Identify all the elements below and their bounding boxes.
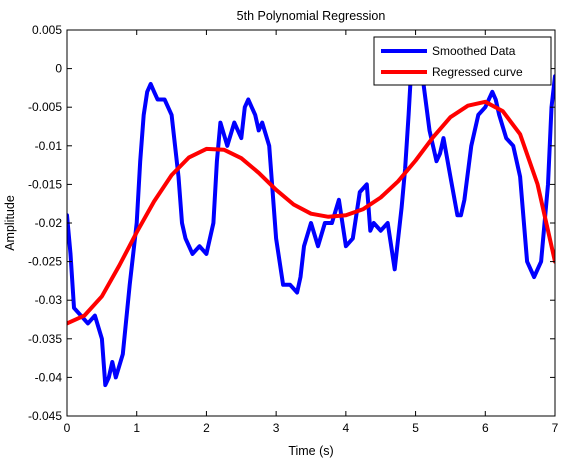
y-tick-label: 0.005 bbox=[32, 23, 62, 37]
x-tick-label: 5 bbox=[412, 421, 419, 435]
y-tick-label: -0.01 bbox=[35, 139, 63, 153]
y-tick-label: -0.015 bbox=[28, 177, 62, 191]
x-tick-label: 4 bbox=[343, 421, 350, 435]
x-tick-label: 6 bbox=[482, 421, 489, 435]
y-tick-label: -0.045 bbox=[28, 409, 62, 423]
chart-title: 5th Polynomial Regression bbox=[237, 9, 386, 23]
x-tick-label: 3 bbox=[273, 421, 280, 435]
plot-area bbox=[67, 51, 555, 388]
x-tick-label: 7 bbox=[552, 421, 559, 435]
y-tick-label: -0.035 bbox=[28, 332, 62, 346]
y-tick-label: -0.025 bbox=[28, 255, 62, 269]
x-tick-label: 2 bbox=[203, 421, 210, 435]
axes: 0 1 2 3 4 5 6 7 0.005 0 -0.005 -0.01 -0.015 -0.02 -0.0… bbox=[28, 23, 559, 435]
series-line-smoothed-data bbox=[67, 51, 555, 388]
x-axis-label: Time (s) bbox=[288, 444, 333, 458]
x-tick-label: 0 bbox=[64, 421, 71, 435]
y-tick-label: -0.03 bbox=[35, 293, 63, 307]
legend-label-regressed-curve: Regressed curve bbox=[432, 65, 523, 79]
y-tick-label: -0.005 bbox=[28, 100, 62, 114]
y-tick-label: -0.04 bbox=[35, 370, 63, 384]
x-tick-label: 1 bbox=[133, 421, 140, 435]
y-tick-label: -0.02 bbox=[35, 216, 63, 230]
series-line-regressed-curve bbox=[67, 99, 555, 326]
y-tick-label: 0 bbox=[55, 62, 62, 76]
legend: Smoothed Data Regressed curve bbox=[373, 36, 552, 86]
legend-label-smoothed-data: Smoothed Data bbox=[432, 44, 516, 58]
legend-box bbox=[373, 36, 552, 86]
y-axis-label: Amplitude bbox=[3, 195, 17, 251]
